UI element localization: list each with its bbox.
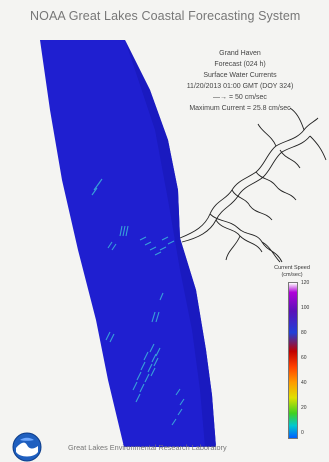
- product-label: Surface Water Currents: [203, 72, 277, 79]
- legend-tick: 20: [301, 405, 307, 411]
- grand-river-shoreline: [179, 107, 327, 263]
- noaa-logo-icon: [12, 432, 42, 462]
- max-current-label: Maximum Current = 25.8 cm/sec: [189, 105, 291, 112]
- location-label: Grand Haven: [219, 50, 261, 57]
- datetime-label: 11/20/2013 01:00 GMT (DOY 324): [186, 83, 294, 90]
- legend-tick: 120: [301, 280, 310, 286]
- legend-tick: 60: [301, 355, 307, 361]
- legend-tick: 100: [301, 305, 310, 311]
- current-vectors: [91, 178, 185, 426]
- legend-tick: 0: [301, 430, 304, 436]
- legend-title: Current Speed (cm/sec): [274, 265, 310, 278]
- reference-arrow-label: —→ = 50 cm/sec: [213, 94, 267, 101]
- current-speed-colorbar: [288, 282, 298, 439]
- legend-tick: 40: [301, 380, 307, 386]
- forecast-label: Forecast (024 h): [214, 61, 266, 68]
- footer-lab-label: Great Lakes Environmental Research Labor…: [68, 443, 227, 452]
- forecast-info: Grand Haven Forecast (024 h) Surface Wat…: [160, 48, 320, 114]
- legend-tick: 80: [301, 330, 307, 336]
- shore-shading: [125, 40, 216, 447]
- page-title: NOAA Great Lakes Coastal Forecasting Sys…: [30, 9, 301, 23]
- lake-water-region: [40, 40, 216, 447]
